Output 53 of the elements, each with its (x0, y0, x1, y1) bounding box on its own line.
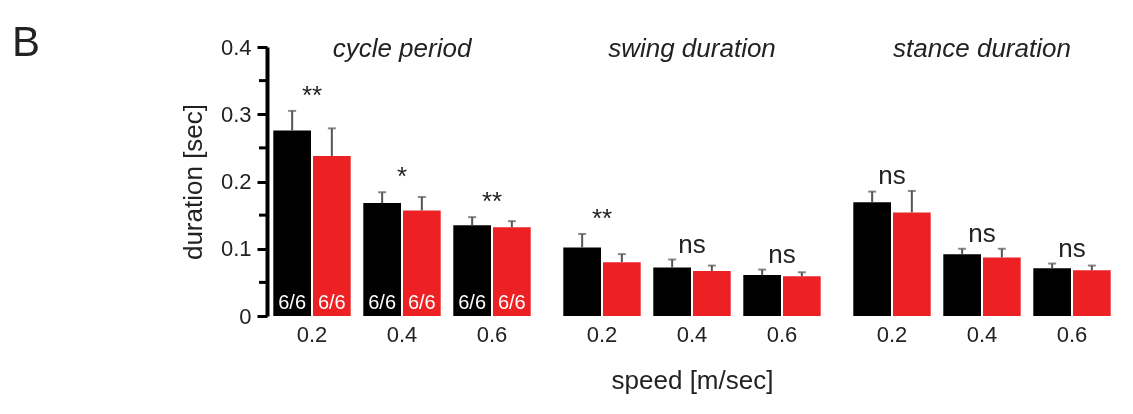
annotation: ns (878, 159, 906, 190)
y-tick-label: 0.4 (220, 34, 252, 60)
annotation: ns (678, 228, 706, 259)
x-tick-label: 0.2 (876, 321, 908, 347)
y-tick-label: 0 (239, 303, 252, 329)
bar (892, 212, 931, 316)
x-tick-label: 0.4 (386, 321, 418, 347)
bar (653, 267, 692, 316)
bar (782, 276, 821, 316)
x-axis-title: speed [m/sec] (611, 364, 774, 395)
y-tick-label: 0.1 (220, 236, 252, 262)
x-tick-label: 0.4 (966, 321, 998, 347)
bar (602, 262, 641, 316)
x-tick-label: 0.6 (476, 321, 508, 347)
annotation: 6/6 (278, 291, 307, 313)
bar (943, 254, 982, 316)
annotation: ns (1058, 232, 1086, 263)
bar (563, 247, 602, 316)
y-axis-title: duration [sec] (177, 103, 208, 261)
bar (982, 257, 1021, 316)
x-tick-label: 0.6 (766, 321, 798, 347)
annotation: * (396, 161, 408, 192)
bar (312, 155, 351, 316)
annotation: 6/6 (407, 291, 436, 313)
bar (273, 130, 312, 316)
bar (853, 202, 892, 316)
bar (363, 203, 402, 316)
annotation: 6/6 (458, 291, 487, 313)
annotation: ** (591, 202, 613, 233)
bar (492, 227, 531, 316)
chart-title: cycle period (332, 33, 473, 63)
y-tick-label: 0.3 (220, 101, 252, 127)
annotation: ns (768, 238, 796, 269)
annotation: 6/6 (368, 291, 397, 313)
bar (453, 225, 492, 316)
annotation: ** (481, 186, 503, 217)
x-tick-label: 0.6 (1056, 321, 1088, 347)
x-tick-label: 0.2 (586, 321, 618, 347)
text: B (12, 18, 41, 65)
chart-title: swing duration (608, 33, 776, 63)
bar (743, 274, 782, 316)
x-tick-label: 0.2 (296, 321, 328, 347)
annotation: 6/6 (317, 291, 346, 313)
annotation: ** (301, 79, 323, 110)
chart-title: stance duration (893, 33, 1071, 63)
y-tick-label: 0.2 (220, 169, 252, 194)
bar (1033, 268, 1072, 316)
annotation: ns (968, 217, 996, 248)
annotation: 6/6 (497, 291, 526, 313)
bar (1072, 270, 1111, 316)
bar (692, 270, 731, 316)
x-tick-label: 0.4 (676, 321, 708, 347)
bar (402, 210, 441, 316)
